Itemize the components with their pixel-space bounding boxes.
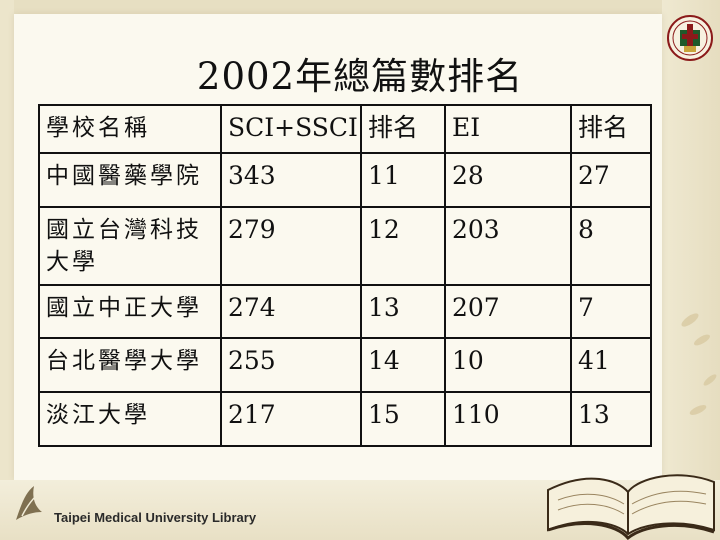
cell-school: 台北醫學大學 (38, 337, 222, 393)
cell-sci-ssci: 255 (220, 337, 362, 393)
cell-sci-ssci: 343 (220, 152, 362, 208)
table-row: 淡江大學 217 15 110 13 (38, 391, 652, 447)
cell-ei: 203 (444, 206, 572, 286)
cell-ei: 110 (444, 391, 572, 447)
cell-rank-ei: 8 (570, 206, 652, 286)
cell-school: 國立中正大學 (38, 284, 222, 339)
table-row: 台北醫學大學 255 14 10 41 (38, 337, 652, 393)
table-row: 國立中正大學 274 13 207 7 (38, 284, 652, 339)
cell-ei: 207 (444, 284, 572, 339)
table-header-row: 學校名稱 SCI+SSCI 排名 EI 排名 (38, 104, 652, 154)
cell-school: 國立台灣科技大學 (38, 206, 222, 286)
frame-right (662, 0, 720, 540)
header-rank-sci: 排名 (360, 104, 446, 154)
cell-rank-ei: 41 (570, 337, 652, 393)
frame-top (0, 0, 720, 14)
library-mark-icon (16, 486, 42, 520)
header-sci-ssci: SCI+SSCI (220, 104, 362, 154)
table-row: 國立台灣科技大學 279 12 203 8 (38, 206, 652, 286)
table-row: 中國醫藥學院 343 11 28 27 (38, 152, 652, 208)
cell-rank-ei: 13 (570, 391, 652, 447)
cell-sci-ssci: 274 (220, 284, 362, 339)
cell-rank-sci: 11 (360, 152, 446, 208)
slide-title: 2002年總篇數排名 (196, 55, 524, 98)
university-seal-icon (667, 15, 713, 61)
cell-rank-ei: 7 (570, 284, 652, 339)
leaf-decoration-icon (681, 313, 717, 415)
cell-rank-sci: 15 (360, 391, 446, 447)
library-name: Taipei Medical University Library (54, 510, 257, 525)
cell-rank-sci: 14 (360, 337, 446, 393)
header-rank-ei: 排名 (570, 104, 652, 154)
cell-rank-ei: 27 (570, 152, 652, 208)
header-school: 學校名稱 (38, 104, 222, 154)
open-book-icon (547, 474, 715, 540)
frame-left (0, 0, 14, 540)
cell-school: 淡江大學 (38, 391, 222, 447)
header-ei: EI (444, 104, 572, 154)
cell-sci-ssci: 279 (220, 206, 362, 286)
cell-ei: 10 (444, 337, 572, 393)
cell-sci-ssci: 217 (220, 391, 362, 447)
ranking-table: 學校名稱 SCI+SSCI 排名 EI 排名 中國醫藥學院 343 11 28 … (38, 104, 652, 447)
cell-rank-sci: 13 (360, 284, 446, 339)
cell-ei: 28 (444, 152, 572, 208)
cell-school: 中國醫藥學院 (38, 152, 222, 208)
cell-rank-sci: 12 (360, 206, 446, 286)
